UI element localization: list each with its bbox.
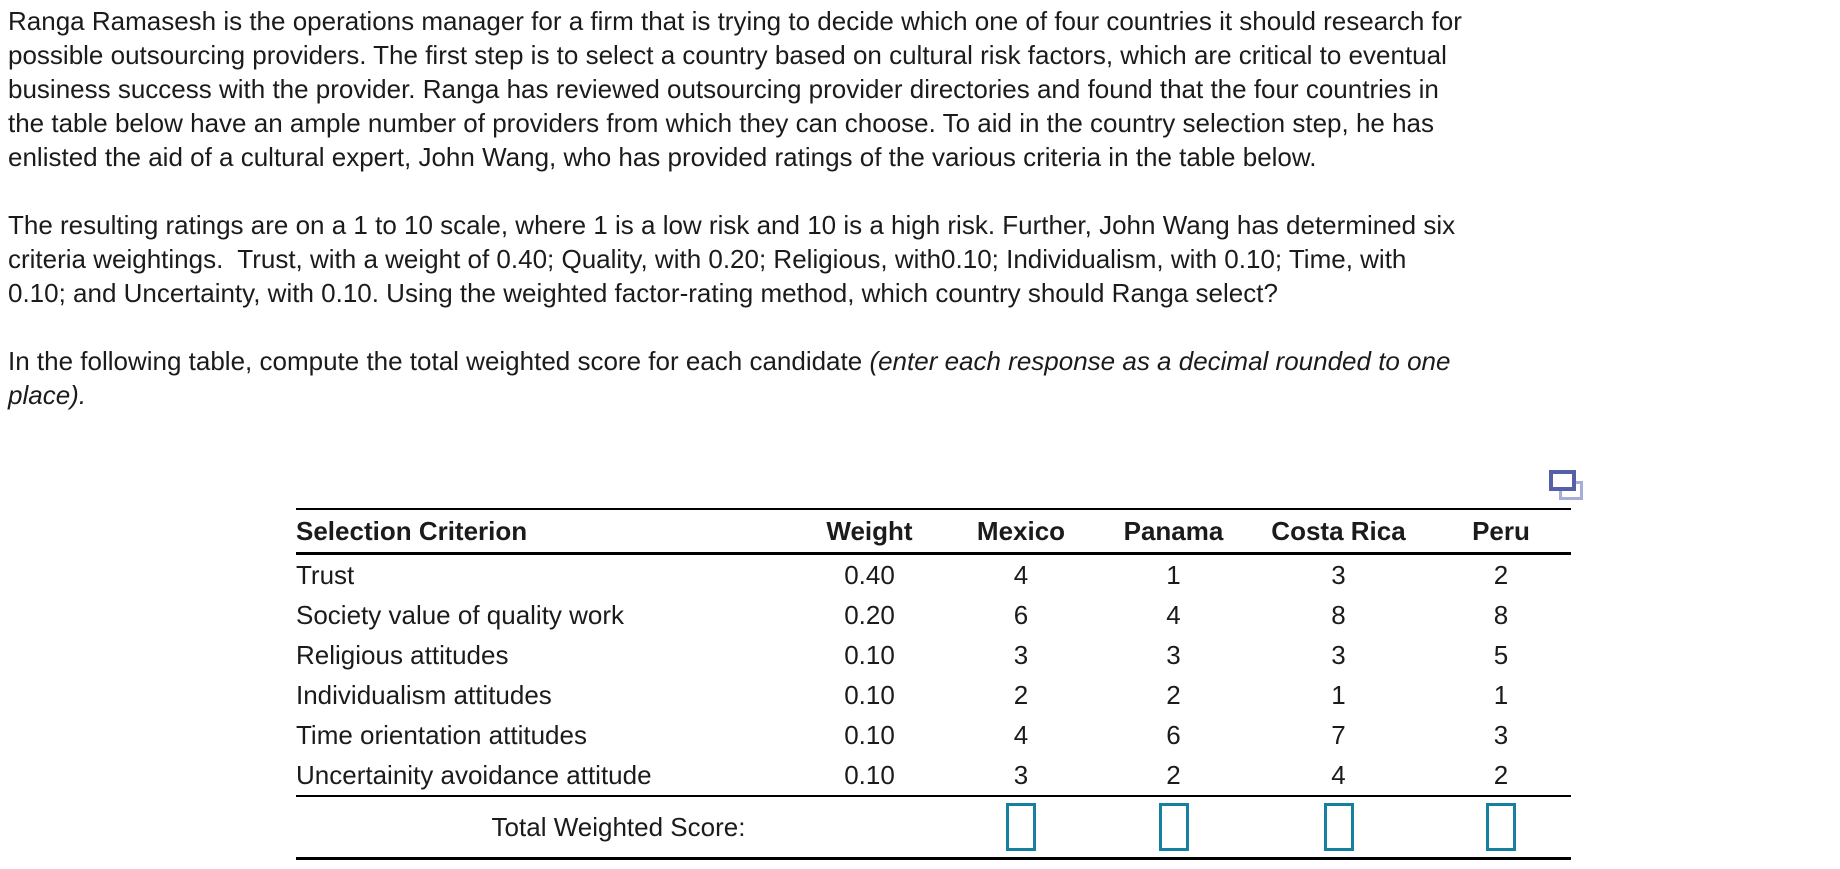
- table-row: Trust 0.40 4 1 3 2: [296, 554, 1571, 596]
- table-row: Society value of quality work 0.20 6 4 8…: [296, 595, 1571, 635]
- paragraph-line: criteria weightings. Trust, with a weigh…: [8, 244, 1407, 274]
- table-row: Individualism attitudes 0.10 2 2 1 1: [296, 675, 1571, 715]
- mexico-rating: 3: [1013, 759, 1029, 790]
- mexico-rating: 2: [1013, 679, 1029, 710]
- total-score-input-panama[interactable]: [1158, 803, 1189, 851]
- panama-rating: 2: [1166, 759, 1181, 790]
- panama-rating: 1: [1166, 559, 1181, 590]
- paragraph-line: 0.10; and Uncertainty, with 0.10. Using …: [8, 278, 1278, 308]
- panama-rating: 3: [1166, 639, 1181, 670]
- problem-statement-paragraph-1: Ranga Ramasesh is the operations manager…: [8, 4, 1840, 174]
- panama-rating: 2: [1166, 679, 1181, 710]
- criterion-label: Time orientation attitudes: [296, 719, 587, 750]
- column-header-peru: Peru: [1431, 508, 1571, 555]
- costa-rica-rating: 1: [1331, 679, 1346, 710]
- column-header-panama: Panama: [1101, 508, 1246, 555]
- peru-rating: 3: [1493, 719, 1509, 750]
- table-row: Religious attitudes 0.10 3 3 3 5: [296, 635, 1571, 675]
- mexico-rating: 3: [1013, 639, 1029, 670]
- peru-rating: 2: [1493, 759, 1509, 790]
- costa-rica-rating: 7: [1331, 719, 1346, 750]
- weight-value: 0.10: [844, 719, 895, 750]
- column-header-costa-rica: Costa Rica: [1246, 508, 1431, 555]
- costa-rica-rating: 8: [1331, 599, 1346, 630]
- criterion-label: Religious attitudes: [296, 639, 509, 670]
- paragraph-line: the table below have an ample number of …: [8, 108, 1435, 138]
- column-header-mexico: Mexico: [941, 508, 1101, 555]
- weight-value: 0.10: [844, 679, 895, 710]
- mexico-rating: 4: [1013, 559, 1029, 590]
- weight-value: 0.20: [844, 599, 895, 630]
- peru-rating: 1: [1493, 679, 1509, 710]
- weight-value: 0.10: [844, 759, 895, 790]
- peru-rating: 5: [1493, 639, 1509, 670]
- costa-rica-rating: 3: [1331, 559, 1346, 590]
- total-score-input-costa-rica[interactable]: [1323, 803, 1354, 851]
- paragraph-line: place).: [8, 380, 87, 410]
- table-row: Uncertainity avoidance attitude 0.10 3 2…: [296, 755, 1571, 796]
- paragraph-line: business success with the provider. Rang…: [8, 74, 1439, 104]
- paragraph-line: In the following table, compute the tota…: [8, 346, 1451, 376]
- copy-icon-front-square: [1549, 470, 1576, 491]
- criterion-label: Uncertainity avoidance attitude: [296, 759, 652, 790]
- total-weighted-score-label: Total Weighted Score:: [296, 795, 941, 860]
- peru-rating: 2: [1493, 559, 1509, 590]
- table-row: Time orientation attitudes 0.10 4 6 7 3: [296, 715, 1571, 755]
- problem-statement-paragraph-2: The resulting ratings are on a 1 to 10 s…: [8, 208, 1840, 310]
- paragraph-line: The resulting ratings are on a 1 to 10 s…: [8, 210, 1456, 240]
- weighted-factor-table-container: Selection Criterion Weight Mexico Panama…: [296, 470, 1583, 860]
- costa-rica-rating: 3: [1331, 639, 1346, 670]
- total-weighted-score-row: Total Weighted Score:: [296, 795, 1571, 860]
- criterion-label: Individualism attitudes: [296, 679, 552, 710]
- mexico-rating: 6: [1013, 599, 1029, 630]
- instruction-paragraph: In the following table, compute the tota…: [8, 344, 1840, 412]
- paragraph-line: Ranga Ramasesh is the operations manager…: [8, 6, 1462, 36]
- paragraph-line: possible outsourcing providers. The firs…: [8, 40, 1447, 70]
- costa-rica-rating: 4: [1331, 759, 1346, 790]
- column-header-selection-criterion: Selection Criterion: [296, 508, 798, 555]
- weight-value: 0.10: [844, 639, 895, 670]
- weight-value: 0.40: [844, 559, 895, 590]
- table-header-row: Selection Criterion Weight Mexico Panama…: [296, 508, 1571, 555]
- total-score-input-peru[interactable]: [1486, 803, 1516, 851]
- mexico-rating: 4: [1013, 719, 1029, 750]
- criterion-label: Society value of quality work: [296, 599, 625, 630]
- peru-rating: 8: [1493, 599, 1509, 630]
- total-score-input-mexico[interactable]: [1006, 803, 1036, 851]
- panama-rating: 6: [1166, 719, 1181, 750]
- weighted-factor-table: Selection Criterion Weight Mexico Panama…: [296, 508, 1571, 860]
- criterion-label: Trust: [296, 559, 355, 590]
- panama-rating: 4: [1166, 599, 1181, 630]
- copy-icon[interactable]: [1549, 470, 1583, 500]
- column-header-weight: Weight: [798, 508, 941, 555]
- paragraph-line: enlisted the aid of a cultural expert, J…: [8, 142, 1317, 172]
